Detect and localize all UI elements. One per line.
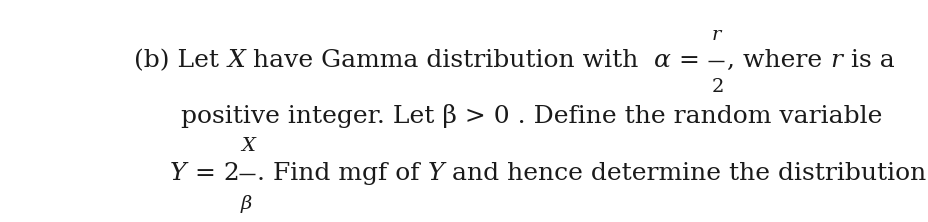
Text: and hence determine the distribution.: and hence determine the distribution.: [444, 162, 928, 185]
Text: r: r: [830, 49, 842, 72]
Text: X: X: [226, 49, 245, 72]
Text: β: β: [240, 194, 251, 212]
Text: is a: is a: [842, 49, 894, 72]
Text: Y: Y: [170, 162, 187, 185]
Text: X: X: [240, 137, 254, 155]
Text: r: r: [711, 26, 720, 44]
Text: Y: Y: [428, 162, 444, 185]
Text: α: α: [653, 49, 670, 72]
Text: 2: 2: [711, 78, 723, 96]
Text: positive integer. Let β > 0 . Define the random variable: positive integer. Let β > 0 . Define the…: [181, 103, 882, 127]
Text: (b) Let: (b) Let: [134, 49, 226, 72]
Text: = 2: = 2: [187, 162, 239, 185]
Text: , where: , where: [727, 49, 830, 72]
Text: have Gamma distribution with: have Gamma distribution with: [245, 49, 653, 72]
Text: =: =: [670, 49, 707, 72]
Text: . Find mgf of: . Find mgf of: [257, 162, 428, 185]
